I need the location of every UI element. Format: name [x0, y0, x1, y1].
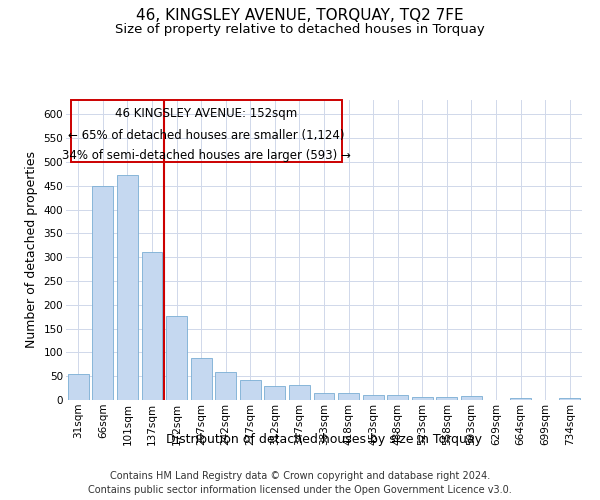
Bar: [314, 394, 334, 400]
Bar: [68, 374, 89, 400]
Text: ← 65% of detached houses are smaller (1,124): ← 65% of detached houses are smaller (1,…: [68, 128, 345, 141]
Text: 46, KINGSLEY AVENUE, TORQUAY, TQ2 7FE: 46, KINGSLEY AVENUE, TORQUAY, TQ2 7FE: [136, 8, 464, 22]
Bar: [215, 372, 236, 400]
Text: Size of property relative to detached houses in Torquay: Size of property relative to detached ho…: [115, 22, 485, 36]
Bar: [191, 358, 212, 400]
Text: Contains HM Land Registry data © Crown copyright and database right 2024.
Contai: Contains HM Land Registry data © Crown c…: [88, 471, 512, 495]
Bar: [362, 395, 383, 400]
Bar: [142, 252, 163, 400]
Text: Distribution of detached houses by size in Torquay: Distribution of detached houses by size …: [166, 432, 482, 446]
Y-axis label: Number of detached properties: Number of detached properties: [25, 152, 38, 348]
Bar: [338, 394, 359, 400]
Bar: [265, 386, 286, 400]
Bar: [436, 397, 457, 400]
Bar: [461, 396, 482, 400]
Bar: [92, 186, 113, 400]
Bar: [289, 385, 310, 400]
Bar: [240, 380, 261, 400]
Bar: [387, 395, 408, 400]
Text: 46 KINGSLEY AVENUE: 152sqm: 46 KINGSLEY AVENUE: 152sqm: [115, 108, 298, 120]
Bar: [412, 397, 433, 400]
Text: 34% of semi-detached houses are larger (593) →: 34% of semi-detached houses are larger (…: [62, 150, 351, 162]
Bar: [117, 175, 138, 400]
Bar: [510, 398, 531, 400]
Bar: [166, 316, 187, 400]
Bar: [559, 398, 580, 400]
